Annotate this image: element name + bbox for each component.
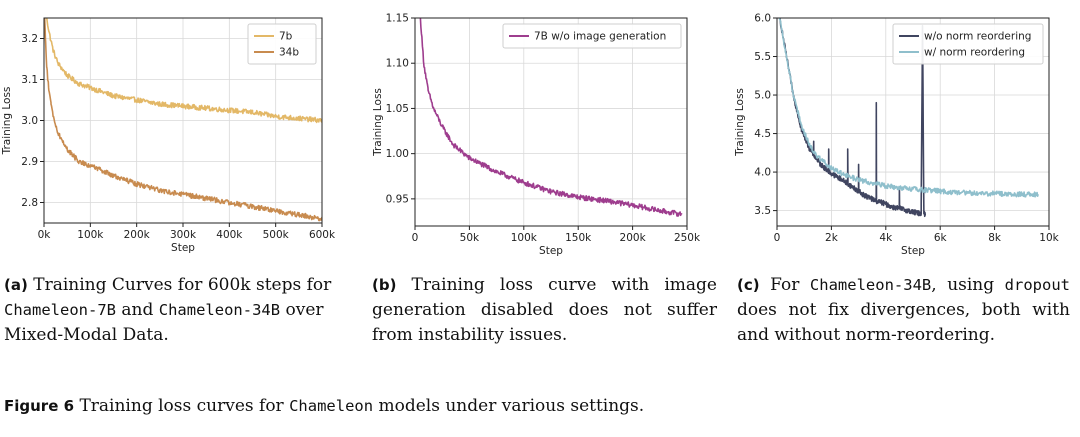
- series-line-7b: [45, 18, 322, 124]
- series-line-w-o-norm-reordering: [779, 18, 926, 218]
- x-tick-label: 100k: [511, 232, 538, 244]
- y-tick-label: 2.9: [21, 156, 38, 168]
- x-tick-label: 200k: [620, 232, 647, 244]
- caption-c-dropout: dropout: [1004, 276, 1070, 294]
- plot-frame: [414, 17, 688, 227]
- legend-label: w/ norm reordering: [924, 47, 1025, 59]
- y-tick-label: 1.10: [386, 58, 409, 70]
- caption-b-text-1: Training loss curve with image generatio…: [372, 275, 717, 345]
- caption-c: (c) For Chameleon-34B, using dropout doe…: [737, 273, 1070, 348]
- x-tick-label: 250k: [674, 232, 701, 244]
- x-tick-label: 6k: [934, 232, 948, 244]
- x-tick-label: 500k: [263, 229, 290, 241]
- legend-label: 7B w/o image generation: [534, 31, 666, 43]
- chart-c: 0 2k 4k 6k 8k 10k 3.5 4.0 4.5 5.0 5.5 6.0 Step Traini…: [734, 13, 1060, 258]
- figure-caption-tag: Figure 6: [4, 397, 75, 415]
- caption-c-text-1: For: [759, 275, 810, 295]
- y-tick-label: 3.2: [21, 33, 38, 45]
- caption-c-text-3: does not fix divergences, both with and …: [737, 300, 1070, 345]
- y-tick-label: 1.00: [386, 148, 409, 160]
- x-tick-label: 4k: [879, 232, 893, 244]
- legend-box: [892, 23, 1044, 65]
- caption-c-tag: (c): [737, 276, 760, 294]
- figure-caption: Figure 6 Training loss curves for Chamel…: [4, 396, 1074, 416]
- legend-label: 7b: [279, 31, 293, 43]
- x-tick-label: 100k: [77, 229, 104, 241]
- caption-a-text-1: Training Curves for 600k steps for: [27, 275, 332, 295]
- y-tick-label: 1.05: [386, 103, 409, 115]
- y-tick-label: 3.1: [21, 74, 38, 86]
- plot-frame: [776, 17, 1050, 227]
- caption-b: (b) Training loss curve with image gener…: [372, 273, 717, 348]
- x-tick-label: 0k: [38, 229, 52, 241]
- figure-caption-text-1: Training loss curves for: [74, 396, 290, 416]
- x-tick-label: 50k: [460, 232, 480, 244]
- caption-a-model-2: Chameleon-34B: [158, 301, 281, 319]
- x-tick-label: 10k: [1039, 232, 1059, 244]
- legend-box: [247, 23, 317, 65]
- y-axis-label: Training Loss: [372, 88, 384, 157]
- x-tick-label: 600k: [309, 229, 336, 241]
- y-axis-label: Training Loss: [734, 88, 746, 157]
- y-tick-label: 4.0: [754, 167, 771, 179]
- y-tick-label: 5.5: [754, 51, 771, 63]
- x-tick-label: 2k: [825, 232, 839, 244]
- y-tick-label: 3.5: [754, 205, 771, 217]
- y-tick-label: 5.0: [754, 90, 771, 102]
- x-axis-label: Step: [901, 245, 925, 257]
- caption-a-text-2: and: [115, 300, 159, 320]
- series-line-34b: [44, 18, 322, 222]
- legend: w/o norm reordering w/ norm reordering: [892, 23, 1044, 65]
- x-tick-label: 8k: [988, 232, 1002, 244]
- x-tick-label: 0: [774, 232, 781, 244]
- caption-a: (a) Training Curves for 600k steps for C…: [4, 273, 354, 348]
- y-tick-label: 2.8: [21, 197, 38, 209]
- caption-c-model: Chameleon-34B: [809, 276, 932, 294]
- x-tick-label: 400k: [216, 229, 243, 241]
- caption-b-tag: (b): [372, 276, 397, 294]
- y-tick-label: 4.5: [754, 128, 771, 140]
- chart-b: 0 50k 100k 150k 200k 250k 0.95 1.00 1.05 1.10 1.15…: [372, 13, 701, 258]
- legend-label: w/o norm reordering: [924, 31, 1031, 43]
- series-line-w-norm-reordering: [778, 18, 1039, 198]
- figure-caption-text-2: models under various settings.: [373, 396, 645, 416]
- x-axis-label: Step: [171, 242, 195, 254]
- caption-a-text-3: over Mixed-Modal Data.: [4, 300, 324, 345]
- y-tick-label: 1.15: [386, 13, 409, 25]
- series-line-7b-w-o-image-generation: [419, 18, 683, 217]
- x-tick-label: 200k: [124, 229, 151, 241]
- y-tick-label: 3.0: [21, 115, 38, 127]
- figure-caption-model: Chameleon: [289, 397, 374, 415]
- caption-c-text-2: , using: [931, 275, 1005, 295]
- chart-a: 0k 100k 200k 300k 400k 500k 600k 2.8 2.9 3.0 3.1 3.…: [1, 17, 336, 254]
- y-axis-label: Training Loss: [1, 87, 13, 156]
- x-tick-label: 0: [412, 232, 419, 244]
- y-tick-label: 0.95: [386, 193, 409, 205]
- legend-label: 34b: [279, 47, 299, 59]
- legend: 7B w/o image generation: [502, 23, 682, 49]
- caption-a-model-1: Chameleon-7B: [4, 301, 116, 319]
- x-tick-label: 150k: [565, 232, 592, 244]
- caption-a-tag: (a): [4, 276, 28, 294]
- legend-box: [502, 23, 682, 49]
- y-tick-label: 6.0: [754, 13, 771, 25]
- x-axis-label: Step: [539, 245, 563, 257]
- x-tick-label: 300k: [170, 229, 197, 241]
